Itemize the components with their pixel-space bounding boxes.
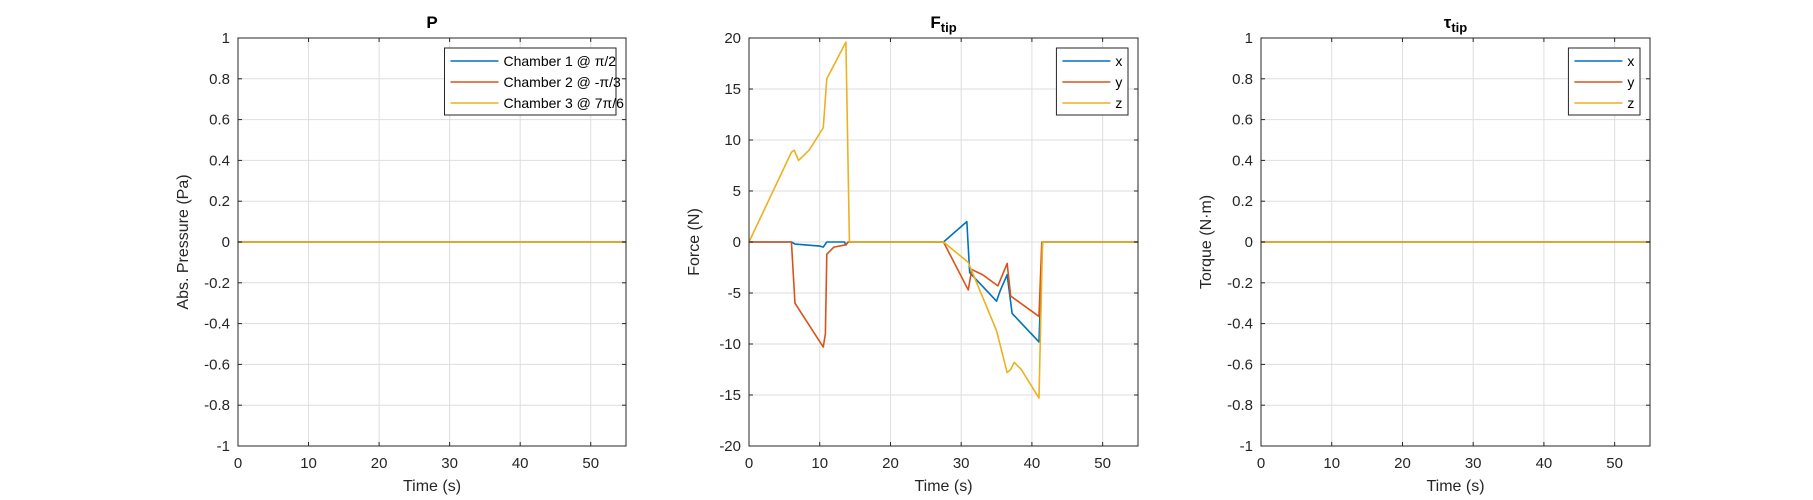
chart-title-subscript: tip xyxy=(941,20,957,35)
chart-title: P xyxy=(426,13,437,32)
x-tick-label: 20 xyxy=(371,455,388,472)
y-tick-label: -0.8 xyxy=(1227,397,1253,414)
x-tick-label: 40 xyxy=(1024,455,1041,472)
chart-title-main: F xyxy=(930,13,940,32)
x-tick-label: 20 xyxy=(1394,455,1411,472)
legend-entry: y xyxy=(1115,74,1122,90)
x-tick-label: 30 xyxy=(441,455,458,472)
y-tick-label: 0.4 xyxy=(209,152,230,169)
y-tick-label: -0.4 xyxy=(1227,316,1253,333)
y-tick-label: 1 xyxy=(1245,30,1253,47)
x-tick-label: 30 xyxy=(1465,455,1482,472)
legend-entry: Chamber 3 @ 7π/6 xyxy=(504,95,625,111)
x-tick-label: 50 xyxy=(1606,455,1623,472)
legend-entry: Chamber 2 @ -π/3 xyxy=(504,74,621,90)
y-tick-label: -10 xyxy=(719,336,741,353)
y-tick-label: 0 xyxy=(733,234,741,251)
x-tick-label: 50 xyxy=(582,455,599,472)
x-tick-label: 0 xyxy=(1257,455,1265,472)
y-tick-label: 5 xyxy=(733,183,741,200)
y-tick-label: -0.2 xyxy=(1227,275,1253,292)
y-tick-label: -0.8 xyxy=(204,397,230,414)
legend-entry: Chamber 1 @ π/2 xyxy=(504,53,617,69)
y-tick-label: 0.8 xyxy=(1232,71,1253,88)
y-tick-label: 10 xyxy=(724,132,741,149)
y-axis-label: Torque (N·m) xyxy=(1198,195,1215,289)
x-tick-label: 40 xyxy=(512,455,529,472)
x-tick-label: 20 xyxy=(882,455,899,472)
x-tick-label: 50 xyxy=(1094,455,1111,472)
legend-entry: x xyxy=(1627,53,1634,69)
y-tick-label: 0.6 xyxy=(1232,112,1253,129)
y-tick-label: 0.6 xyxy=(209,112,230,129)
chart-title-subscript: tip xyxy=(1451,20,1467,35)
chart-3: 0 10 20 30 40 50 -1 -0.8 -0.6 -0.4 -0.2 0 0.2 0.4 0.6 0… xyxy=(1198,13,1651,495)
x-tick-label: 10 xyxy=(1323,455,1340,472)
x-tick-label: 0 xyxy=(745,455,753,472)
x-tick-label: 10 xyxy=(300,455,317,472)
x-axis-label: Time (s) xyxy=(914,478,972,495)
chart-title: τtip xyxy=(1444,13,1468,35)
y-tick-label: 15 xyxy=(724,81,741,98)
chart-title-main: τ xyxy=(1444,13,1452,32)
series-lines xyxy=(748,41,1138,399)
y-tick-label: -0.4 xyxy=(204,316,230,333)
y-tick-label: 0.8 xyxy=(209,71,230,88)
x-tick-label: 30 xyxy=(953,455,970,472)
chart-2: 0 10 20 30 40 50 -20 -15 -10 -5 0 5 10 15 20 Time (s) Fo… xyxy=(686,13,1139,495)
x-tick-label: 40 xyxy=(1536,455,1553,472)
y-tick-label: -0.6 xyxy=(1227,356,1253,373)
legend-entry: z xyxy=(1115,95,1122,111)
chart-1: 0 10 20 30 40 50 -1 -0.8 -0.6 -0.4 -0.2 0 0.2 0.4 0.6 0… xyxy=(175,13,627,495)
x-axis-label: Time (s) xyxy=(403,478,461,495)
y-tick-label: 0 xyxy=(222,234,230,251)
y-tick-label: -5 xyxy=(728,285,741,302)
legend-entry: y xyxy=(1627,74,1634,90)
legend: Chamber 1 @ π/2 Chamber 2 @ -π/3 Chamber 3… xyxy=(444,47,625,116)
y-tick-label: -0.6 xyxy=(204,356,230,373)
chart-title: Ftip xyxy=(930,13,956,35)
y-axis-label: Abs. Pressure (Pa) xyxy=(175,174,192,309)
y-tick-label: -15 xyxy=(719,387,741,404)
y-axis-label: Force (N) xyxy=(686,208,703,276)
y-tick-label: -0.2 xyxy=(204,275,230,292)
y-tick-label: 1 xyxy=(222,30,230,47)
legend-entry: z xyxy=(1627,95,1634,111)
y-tick-label: 0 xyxy=(1245,234,1253,251)
legend: xyz xyxy=(1567,47,1641,116)
y-tick-label: -20 xyxy=(719,438,741,455)
legend: xyz xyxy=(1055,47,1129,116)
series-line-3 xyxy=(748,41,1138,399)
y-tick-label: 0.2 xyxy=(1232,193,1253,210)
x-tick-label: 0 xyxy=(234,455,242,472)
x-axis-label: Time (s) xyxy=(1426,478,1484,495)
y-tick-label: -1 xyxy=(1240,438,1253,455)
y-tick-label: -1 xyxy=(217,438,230,455)
legend-entry: x xyxy=(1115,53,1122,69)
chart-title-main: P xyxy=(426,13,437,32)
x-tick-label: 10 xyxy=(811,455,828,472)
y-tick-label: 0.4 xyxy=(1232,152,1253,169)
y-tick-label: 20 xyxy=(724,30,741,47)
y-tick-label: 0.2 xyxy=(209,193,230,210)
